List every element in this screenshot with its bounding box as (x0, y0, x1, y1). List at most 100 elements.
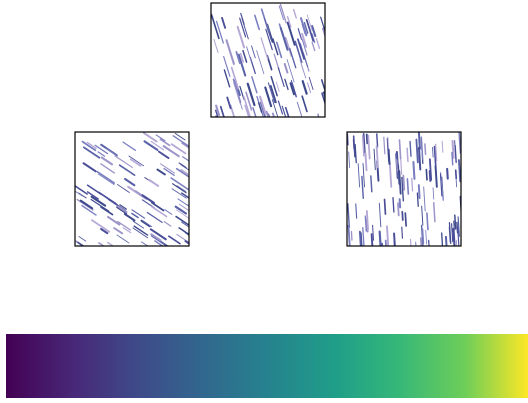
streak (361, 134, 365, 157)
streak (453, 220, 455, 231)
streak (230, 66, 240, 90)
streak (311, 33, 316, 44)
streak (232, 78, 242, 103)
streak (290, 79, 297, 96)
streak (278, 5, 284, 21)
streak (154, 240, 164, 246)
streak (281, 105, 287, 117)
streak (417, 184, 421, 200)
streak (172, 183, 187, 194)
streak (223, 69, 231, 88)
streak (172, 135, 189, 148)
streak (378, 230, 382, 246)
streak (406, 178, 410, 195)
streak (420, 136, 424, 160)
streak (122, 141, 137, 151)
streak (383, 136, 386, 155)
streak (155, 134, 166, 142)
streak (381, 242, 384, 246)
streak (404, 212, 407, 227)
streak (187, 233, 189, 236)
streak (150, 205, 168, 218)
streak (163, 167, 175, 176)
streak (451, 223, 454, 243)
streak (267, 113, 271, 117)
streak (398, 198, 402, 209)
streak (432, 187, 435, 200)
streak (441, 140, 444, 153)
streak (215, 20, 224, 44)
streak (308, 76, 314, 90)
streak (397, 202, 400, 217)
streak (317, 113, 320, 117)
streak (365, 210, 369, 231)
streak (177, 198, 189, 207)
streak (426, 212, 429, 231)
streak (358, 230, 362, 246)
streak (375, 145, 379, 169)
streak (226, 96, 232, 110)
streak (259, 95, 267, 115)
streak (428, 239, 430, 246)
streak (257, 102, 263, 113)
streak (300, 63, 304, 73)
streak (455, 239, 458, 246)
streak (142, 132, 158, 143)
streak (454, 140, 456, 152)
texture-right (347, 132, 461, 246)
streak (178, 162, 187, 169)
streak (182, 156, 189, 162)
streak (251, 45, 256, 59)
streak (457, 159, 461, 183)
streak (289, 47, 297, 69)
streak (76, 198, 94, 211)
streak (150, 140, 165, 151)
streak (78, 236, 87, 242)
streak (259, 101, 267, 117)
streak (82, 146, 101, 159)
streak (246, 46, 252, 62)
streak (263, 17, 272, 41)
streak (301, 80, 308, 95)
streak (174, 132, 186, 141)
streak (311, 41, 316, 52)
streak (425, 229, 427, 245)
streak (141, 241, 149, 246)
streak (265, 110, 270, 117)
streak (306, 14, 313, 32)
streak (301, 32, 308, 48)
streak (175, 209, 189, 219)
streak (402, 174, 406, 191)
panel-frame (346, 131, 462, 247)
streak (411, 177, 414, 192)
streak (415, 138, 419, 164)
streak (146, 211, 163, 224)
streak (243, 95, 251, 117)
streak (432, 146, 434, 158)
streak (140, 219, 151, 228)
streak (223, 56, 231, 77)
streak (275, 41, 283, 59)
streak (180, 169, 189, 175)
streak (167, 235, 181, 245)
streak (77, 241, 85, 246)
streak (362, 133, 366, 153)
streak (401, 176, 405, 202)
panel-frame (210, 2, 326, 118)
streak (81, 204, 97, 216)
streak (388, 162, 393, 188)
streak (239, 17, 247, 38)
streak (174, 205, 188, 215)
streak (181, 142, 189, 149)
streak (289, 82, 295, 96)
streak (432, 202, 436, 223)
streak (365, 133, 369, 145)
streak (90, 198, 110, 212)
streak (90, 195, 107, 207)
streak (132, 227, 149, 239)
streak (376, 133, 379, 148)
streak (118, 164, 136, 176)
streak (116, 184, 130, 193)
streak (132, 220, 145, 229)
